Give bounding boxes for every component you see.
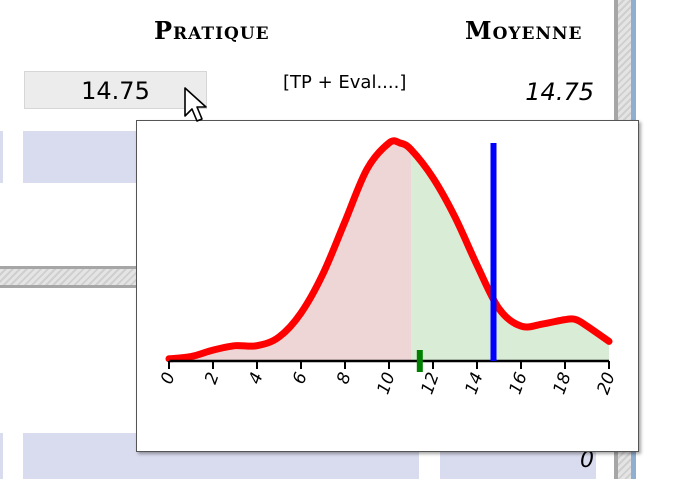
x-tick-label: 6 <box>289 370 312 387</box>
row-band <box>0 433 3 479</box>
x-tick-label: 18 <box>550 370 576 397</box>
below-area <box>169 140 411 361</box>
row-band <box>0 131 3 183</box>
distribution-popup: 0 2 4 6 8 10 12 14 16 18 20 <box>136 120 639 452</box>
row-band <box>23 131 137 183</box>
pratique-score-field[interactable]: 14.75 <box>24 71 207 109</box>
x-tick-label: 16 <box>506 370 532 397</box>
x-tick-label: 0 <box>157 370 179 387</box>
formula-label: [TP + Eval....] <box>283 72 407 93</box>
x-tick-label: 12 <box>418 370 444 397</box>
x-tick-label: 14 <box>462 370 488 397</box>
median-marker <box>416 350 423 372</box>
x-axis-ticks: 0 2 4 6 8 10 12 14 16 18 20 <box>157 361 620 397</box>
bottom-value: 0 <box>580 448 594 473</box>
header-pratique: Pratique <box>154 16 270 45</box>
above-area <box>411 149 609 361</box>
x-tick-label: 4 <box>245 370 267 387</box>
distribution-chart: 0 2 4 6 8 10 12 14 16 18 20 <box>157 137 620 397</box>
x-tick-label: 10 <box>374 370 400 397</box>
x-tick-label: 8 <box>333 370 356 387</box>
mouse-cursor-icon <box>184 87 207 122</box>
header-moyenne: Moyenne <box>465 16 583 45</box>
moyenne-value: 14.75 <box>525 78 594 106</box>
x-tick-label: 20 <box>594 370 620 397</box>
x-tick-label: 2 <box>201 370 223 387</box>
section-separator <box>0 266 137 288</box>
density-curve <box>165 137 613 363</box>
